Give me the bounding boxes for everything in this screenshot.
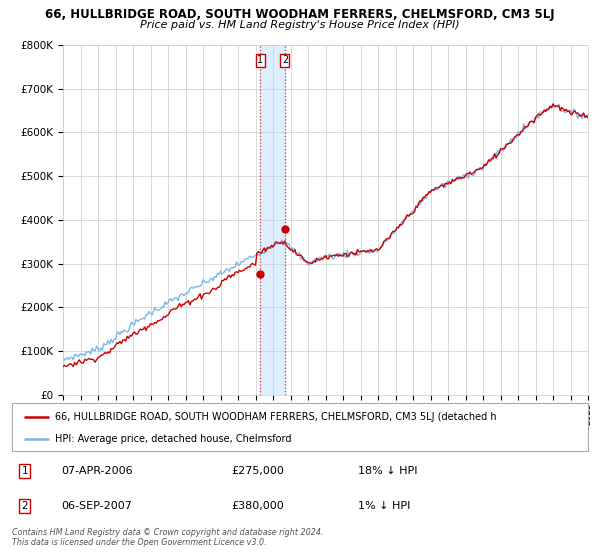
- Text: 2: 2: [282, 55, 288, 65]
- Text: 06-SEP-2007: 06-SEP-2007: [61, 501, 132, 511]
- FancyBboxPatch shape: [12, 403, 588, 451]
- Text: 66, HULLBRIDGE ROAD, SOUTH WOODHAM FERRERS, CHELMSFORD, CM3 5LJ: 66, HULLBRIDGE ROAD, SOUTH WOODHAM FERRE…: [45, 8, 555, 21]
- Bar: [260, 45, 285, 395]
- Text: Contains HM Land Registry data © Crown copyright and database right 2024.: Contains HM Land Registry data © Crown c…: [12, 528, 323, 536]
- Text: £275,000: £275,000: [231, 466, 284, 476]
- Text: 66, HULLBRIDGE ROAD, SOUTH WOODHAM FERRERS, CHELMSFORD, CM3 5LJ (detached h: 66, HULLBRIDGE ROAD, SOUTH WOODHAM FERRE…: [55, 412, 497, 422]
- Text: 07-APR-2006: 07-APR-2006: [61, 466, 133, 476]
- Text: 1: 1: [257, 55, 263, 65]
- Text: Price paid vs. HM Land Registry's House Price Index (HPI): Price paid vs. HM Land Registry's House …: [140, 20, 460, 30]
- Text: HPI: Average price, detached house, Chelmsford: HPI: Average price, detached house, Chel…: [55, 434, 292, 444]
- Text: 2: 2: [22, 501, 28, 511]
- Text: 18% ↓ HPI: 18% ↓ HPI: [358, 466, 417, 476]
- Text: £380,000: £380,000: [231, 501, 284, 511]
- Text: This data is licensed under the Open Government Licence v3.0.: This data is licensed under the Open Gov…: [12, 538, 266, 547]
- Text: 1: 1: [22, 466, 28, 476]
- Text: 1% ↓ HPI: 1% ↓ HPI: [358, 501, 410, 511]
